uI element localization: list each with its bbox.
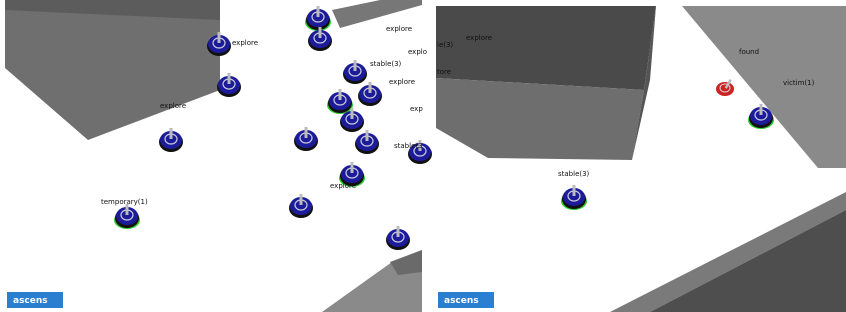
robot-label: explore [330,182,356,190]
robot-label: explore [160,102,186,110]
robot-label: stable(3) [558,170,590,178]
robot-label: explore [466,34,492,42]
robot-label: temporary(1) [101,198,148,206]
robot-label: exp [410,105,423,113]
robot-label: le(3) [437,41,453,49]
robot-label: stable(3 [394,142,423,150]
robot-label: explo [408,48,427,56]
robot-label: stable(3) [370,60,402,68]
logo: ascens [13,296,48,306]
robot-label: victim(1) [783,79,815,87]
robot-label: tore [437,68,451,76]
robot-label: explore [389,78,415,86]
robot-label: explore [232,39,258,47]
left-panel: explore explore explo stable(3) explore … [0,0,432,312]
logo: ascens [444,296,479,306]
screenshot: explore explore explo stable(3) explore … [0,0,846,312]
robot-label: found [739,48,759,56]
right-panel: le(3) explore tore found victim(1) stabl… [436,6,846,312]
robot-label: explore [386,25,412,33]
